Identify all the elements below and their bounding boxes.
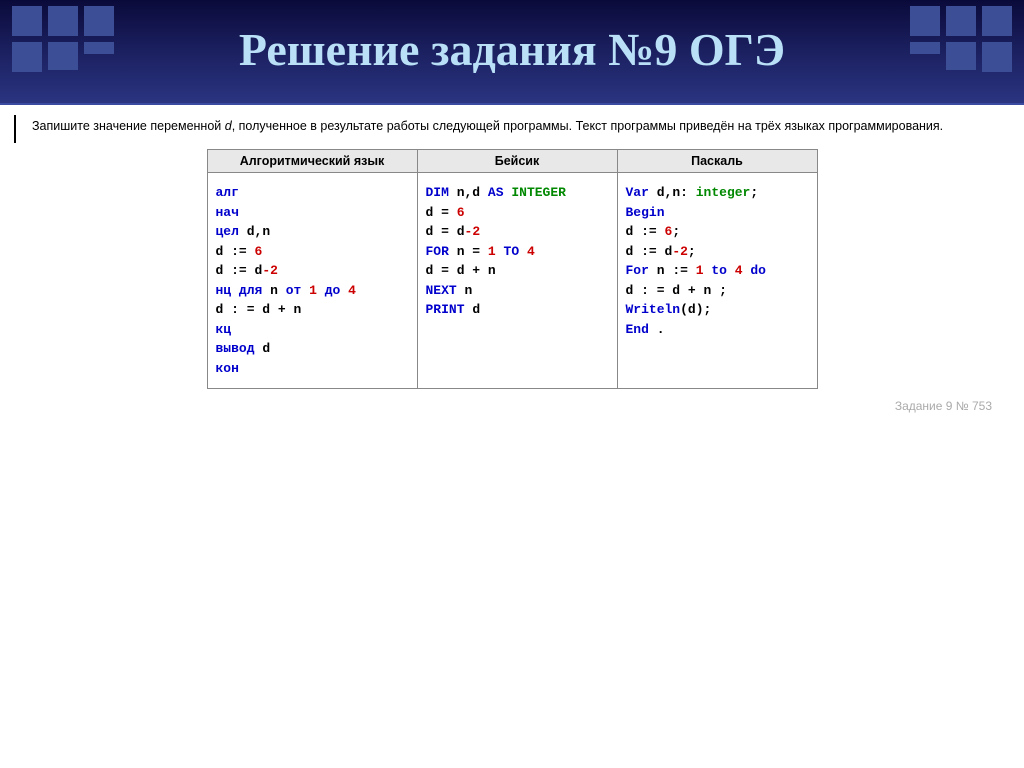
table-row: алг нач цел d,n d := 6 d := d-2 нц для n… — [207, 173, 817, 389]
slide-title: Решение задания №9 ОГЭ — [0, 0, 1024, 100]
task-text-prefix: Запишите значение переменной — [32, 119, 225, 133]
th-algo: Алгоритмический язык — [207, 150, 417, 173]
task-text: Запишите значение переменной d, полученн… — [12, 115, 1012, 149]
task-variable: d — [225, 119, 232, 133]
code-table: Алгоритмический язык Бейсик Паскаль алг … — [207, 149, 818, 389]
th-basic: Бейсик — [417, 150, 617, 173]
slide-content: Запишите значение переменной d, полученн… — [0, 105, 1024, 413]
task-number-footer: Задание 9 № 753 — [12, 389, 1012, 413]
code-cell-basic: DIM n,d AS INTEGER d = 6 d = d-2FOR n = … — [417, 173, 617, 389]
task-text-suffix: , полученное в результате работы следующ… — [232, 119, 943, 133]
th-pascal: Паскаль — [617, 150, 817, 173]
slide-header: Решение задания №9 ОГЭ — [0, 0, 1024, 105]
code-cell-pascal: Var d,n: integer; Begin d := 6; d := d-2… — [617, 173, 817, 389]
code-cell-algo: алг нач цел d,n d := 6 d := d-2 нц для n… — [207, 173, 417, 389]
table-header-row: Алгоритмический язык Бейсик Паскаль — [207, 150, 817, 173]
